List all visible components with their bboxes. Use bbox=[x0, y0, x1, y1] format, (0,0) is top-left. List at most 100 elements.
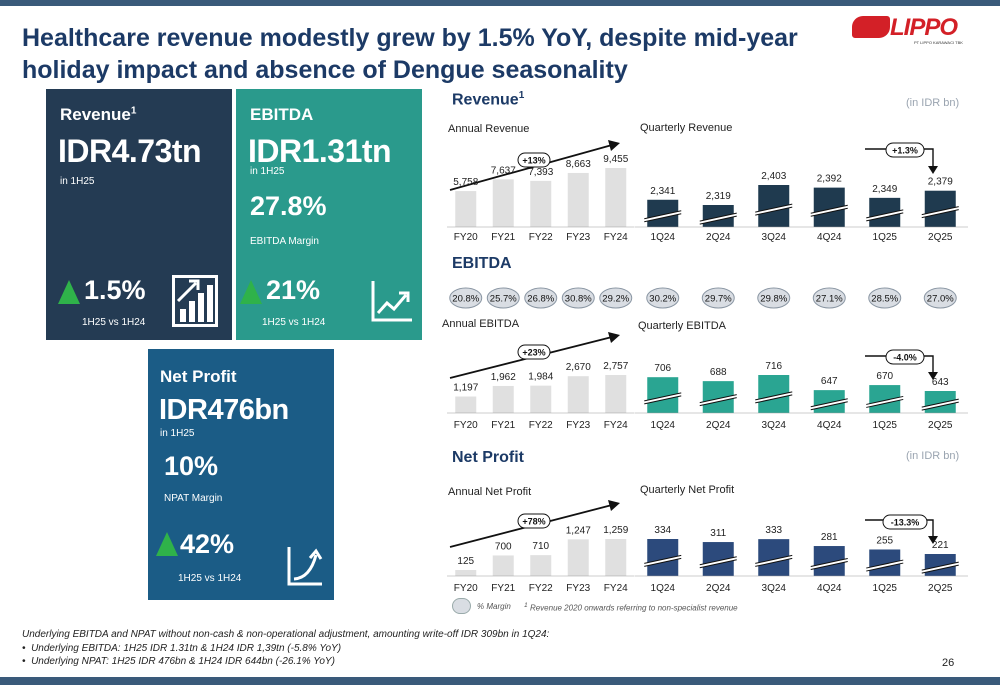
axis-break bbox=[699, 556, 737, 568]
data-label: 710 bbox=[532, 541, 549, 552]
footer-note: Underlying EBITDA and NPAT without non-c… bbox=[22, 629, 550, 640]
data-label: 670 bbox=[876, 371, 893, 382]
curve-up-icon bbox=[287, 547, 323, 586]
trend-arrow-head bbox=[608, 140, 620, 151]
logo-subtext: PT LIPPO KARAWACI TBK bbox=[914, 40, 963, 45]
tick-label: FY23 bbox=[566, 420, 590, 431]
annual-revenue-label: Annual Revenue bbox=[448, 123, 530, 135]
axis-break bbox=[755, 204, 793, 216]
axis-break-line bbox=[699, 556, 737, 566]
tick-label: 3Q24 bbox=[762, 420, 787, 431]
tick-label: FY23 bbox=[566, 583, 590, 594]
growth-pill bbox=[517, 513, 551, 529]
axis-break-line bbox=[866, 559, 904, 569]
axis-break-line bbox=[644, 210, 682, 220]
axis-break bbox=[755, 391, 793, 403]
growth-pill bbox=[517, 152, 551, 168]
growth-annotation: -4.0% bbox=[893, 353, 917, 363]
tick-label: FY24 bbox=[604, 232, 628, 243]
data-label: 125 bbox=[457, 556, 474, 567]
margin-label: 20.8% bbox=[452, 294, 479, 305]
bar bbox=[455, 570, 477, 576]
axis-break bbox=[699, 394, 737, 406]
page-title: Healthcare revenue modestly grew by 1.5%… bbox=[22, 24, 798, 84]
ebitda-card-margin: 27.8% bbox=[250, 191, 327, 221]
page-number: 26 bbox=[942, 657, 955, 669]
footer-bullet-1: • Underlying EBITDA: 1H25 IDR 1.31tn & 1… bbox=[22, 643, 342, 654]
axis-break bbox=[921, 399, 959, 411]
revenue-card-growth-caption: 1H25 vs 1H24 bbox=[82, 317, 146, 328]
margin-bubble bbox=[757, 287, 791, 309]
tick-label: FY24 bbox=[604, 420, 628, 431]
netprofit-card: Net Profit IDR476bn in 1H25 10% NPAT Mar… bbox=[148, 349, 334, 600]
ebitda-card-period: in 1H25 bbox=[250, 166, 285, 177]
axis-break-line bbox=[866, 209, 904, 219]
margin-label: 26.8% bbox=[527, 294, 554, 305]
data-label: 281 bbox=[821, 532, 838, 543]
growth-pill bbox=[517, 344, 551, 360]
growth-annotation: -13.3% bbox=[891, 518, 920, 528]
axis-break-line bbox=[755, 554, 793, 564]
data-label: 706 bbox=[654, 363, 671, 374]
data-label: 311 bbox=[710, 528, 726, 539]
margin-bubble bbox=[599, 287, 633, 309]
ebitda-section-title: EBITDA bbox=[452, 255, 512, 272]
bar bbox=[567, 376, 589, 413]
data-label: 221 bbox=[932, 540, 949, 551]
trend-arrow-head bbox=[608, 500, 620, 511]
tick-label: 1Q25 bbox=[873, 583, 898, 594]
margin-label: 28.5% bbox=[871, 294, 898, 305]
quarterly-revenue-label: Quarterly Revenue bbox=[640, 122, 733, 134]
axis-break-line bbox=[755, 391, 793, 401]
revenue-card-label: Revenue1 bbox=[60, 105, 137, 124]
netprofit-card-value: IDR476bn bbox=[159, 394, 289, 426]
up-arrow-icon bbox=[156, 532, 178, 556]
tick-label: FY22 bbox=[529, 583, 553, 594]
axis-break bbox=[866, 560, 904, 572]
tick-label: FY20 bbox=[454, 232, 478, 243]
axis-break-line bbox=[699, 212, 737, 222]
top-accent-bar bbox=[0, 0, 1000, 6]
bar bbox=[605, 539, 627, 576]
margin-legend-label: % Margin bbox=[477, 602, 511, 611]
bar bbox=[530, 180, 552, 227]
up-arrow-icon bbox=[240, 280, 262, 304]
tick-label: FY24 bbox=[604, 583, 628, 594]
growth-pill bbox=[885, 349, 925, 365]
annual-ebitda-label: Annual EBITDA bbox=[442, 318, 520, 330]
data-label: 7,393 bbox=[528, 167, 553, 178]
bottom-accent-bar bbox=[0, 677, 1000, 685]
data-label: 7,637 bbox=[491, 165, 516, 176]
data-label: 334 bbox=[654, 525, 671, 536]
axis-break-line bbox=[644, 395, 682, 405]
data-label: 2,757 bbox=[603, 361, 628, 372]
data-label: 2,341 bbox=[650, 186, 675, 197]
axis-break-line bbox=[644, 557, 682, 567]
margin-bubble bbox=[646, 287, 680, 309]
data-label: 688 bbox=[710, 367, 727, 378]
axis-break bbox=[810, 398, 848, 410]
tick-label: FY22 bbox=[529, 232, 553, 243]
tick-label: 1Q24 bbox=[651, 420, 676, 431]
axis-break-line bbox=[755, 203, 793, 213]
axis-break bbox=[921, 562, 959, 574]
data-label: 1,247 bbox=[566, 525, 591, 536]
trend-arrow-head bbox=[608, 332, 620, 343]
growth-pill bbox=[882, 514, 928, 530]
up-arrow-icon bbox=[58, 280, 80, 304]
axis-break-line bbox=[699, 397, 737, 407]
data-label: 643 bbox=[932, 377, 949, 388]
growth-annotation: +78% bbox=[522, 517, 545, 527]
margin-bubble bbox=[701, 287, 735, 309]
tick-label: FY21 bbox=[491, 420, 515, 431]
revenue-card: Revenue1 IDR4.73tn in 1H25 1.5% 1H25 vs … bbox=[46, 89, 232, 340]
axis-break-line bbox=[699, 394, 737, 404]
axis-break-line bbox=[644, 554, 682, 564]
ebitda-card: EBITDA IDR1.31tn in 1H25 27.8% EBITDA Ma… bbox=[236, 89, 422, 340]
axis-break-line bbox=[810, 558, 848, 568]
bar bbox=[530, 385, 552, 413]
margin-label: 27.1% bbox=[816, 294, 843, 305]
revenue-card-value: IDR4.73tn bbox=[58, 133, 202, 169]
growth-pill bbox=[885, 142, 925, 158]
